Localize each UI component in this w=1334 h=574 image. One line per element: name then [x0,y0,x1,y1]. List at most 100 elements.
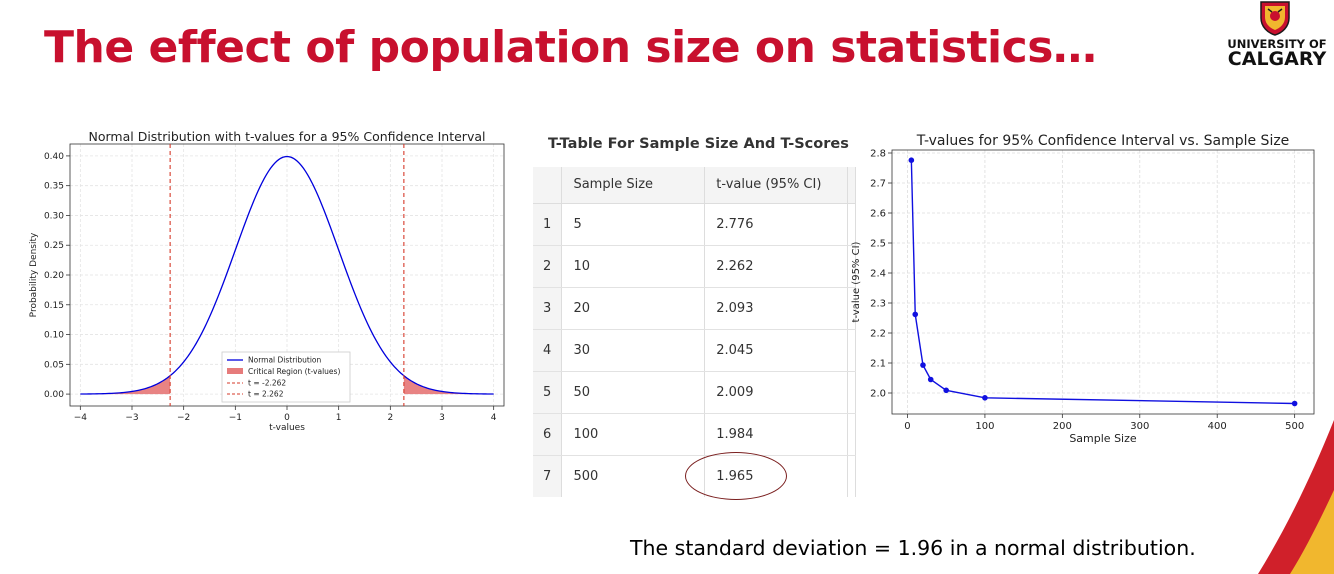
university-logo: UNIVERSITY OF CALGARY [1216,0,1334,72]
x-tick-label: 300 [1130,421,1149,432]
row-sample-size: 30 [561,329,706,372]
row-sample-size: 100 [561,413,706,456]
legend-swatch-region [227,368,243,374]
y-tick-label: 2.3 [870,299,886,310]
data-point [927,376,934,383]
table-row: 5 50 2.009 [533,371,856,414]
y-tick-label: 2.7 [870,179,886,190]
critical-region-left [80,375,171,395]
row-t-value: 2.093 [704,287,848,330]
row-extra [847,203,856,246]
logo-calgary: CALGARY [1227,48,1327,70]
x-tick-label: 400 [1208,421,1227,432]
legend-label-vline-left: t = -2.262 [248,379,286,388]
row-extra [847,371,856,414]
logo-university-of: UNIVERSITY OF [1227,37,1327,51]
y-tick-label: 0.40 [44,152,64,162]
x-tick-label: −1 [229,413,242,423]
highlight-oval [685,452,787,500]
t-table: Sample Size t-value (95% CI) 1 5 2.776 2… [533,167,856,497]
row-sample-size: 10 [561,245,706,288]
x-tick-label: −2 [177,413,190,423]
data-point [943,387,950,394]
t-value-line-svg: 0 100 200 300 400 500 2.0 2.1 2.2 2.3 2.4 2.5 2.6 2.7… [851,133,1315,445]
normal-distribution-svg: −4 −3 −2 −1 0 1 2 3 4 0.00 0.05 0.10 0.15 0.20 0.25 0.3… [29,129,505,433]
data-point [920,362,926,368]
row-index: 4 [533,329,563,372]
row-index: 7 [533,455,563,497]
row-t-value: 2.045 [704,329,848,372]
table-header-index [533,167,563,204]
table-row: 3 20 2.093 [533,287,856,330]
data-point [1291,400,1298,407]
legend-label-region: Critical Region (t-values) [248,367,340,376]
legend-label-curve: Normal Distribution [248,356,322,365]
row-extra [847,413,856,456]
plot-frame [891,149,1315,415]
y-tick-label: 0.35 [44,182,64,192]
y-tick-label: 2.5 [870,239,886,250]
legend-label-vline-right: t = 2.262 [248,390,284,399]
x-tick-label: 3 [439,413,445,423]
row-sample-size: 500 [561,455,706,497]
row-index: 1 [533,203,563,246]
chart-title: Normal Distribution with t-values for a … [89,129,486,144]
row-sample-size: 20 [561,287,706,330]
y-tick-label: 2.2 [870,329,886,340]
row-t-value: 2.776 [704,203,848,246]
critical-region-right [403,375,494,395]
y-axis-label: t-value (95% CI) [851,241,862,322]
table-header-row: Sample Size t-value (95% CI) [533,167,856,204]
footer-statement: The standard deviation = 1.96 in a norma… [630,536,1196,560]
y-tick-label: 2.8 [870,149,886,160]
table-row: 4 30 2.045 [533,329,856,372]
row-index: 3 [533,287,563,330]
legend-box [221,351,351,403]
y-tick-label: 2.4 [870,269,886,280]
x-axis-label: t-values [269,423,305,433]
y-tick-label: 0.10 [44,331,64,341]
row-index: 2 [533,245,563,288]
row-sample-size: 5 [561,203,706,246]
row-t-value: 2.009 [704,371,848,414]
data-point [912,311,919,318]
x-tick-label: 200 [1053,421,1072,432]
table-header-extra [847,167,856,204]
data-point [982,395,988,401]
x-tick-label: 4 [491,413,497,423]
corner-decoration [1258,420,1334,574]
x-tick-label: 1 [336,413,342,423]
y-tick-label: 0.15 [44,301,64,311]
y-tick-label: 0.05 [44,360,64,370]
t-value-vs-sample-size-chart: 0 100 200 300 400 500 2.0 2.1 2.2 2.3 2.4 2.5 2.6 2.7… [850,126,1320,456]
table-title: T-Table For Sample Size And T-Scores [548,136,849,152]
row-extra [847,329,856,372]
x-tick-label: 0 [904,421,910,432]
x-tick-label: −4 [74,413,88,423]
y-tick-label: 0.25 [44,241,64,251]
y-tick-label: 2.6 [870,209,886,220]
row-sample-size: 50 [561,371,706,414]
row-t-value: 1.984 [704,413,848,456]
slide-title: The effect of population size on statist… [44,22,1097,73]
y-tick-label: 0.30 [44,211,64,221]
y-tick-label: 0.20 [44,271,64,281]
y-tick-label: 2.0 [870,389,886,400]
row-index: 6 [533,413,563,456]
y-tick-label: 2.1 [870,359,886,370]
table-row: 2 10 2.262 [533,245,856,288]
normal-curve [80,155,494,395]
table-header-sample-size: Sample Size [561,167,706,204]
series-line [910,160,1295,405]
table-row: 6 100 1.984 [533,413,856,456]
x-tick-label: 0 [284,413,290,423]
x-axis-label: Sample Size [1069,432,1137,445]
x-tick-label: −3 [125,413,138,423]
row-extra [847,245,856,288]
x-tick-label: 500 [1285,421,1304,432]
x-tick-label: 100 [975,421,994,432]
chart-title: T-values for 95% Confidence Interval vs.… [916,133,1290,149]
y-axis-label: Probability Density [29,232,39,317]
university-crest-icon [1260,1,1290,36]
row-extra [847,287,856,330]
